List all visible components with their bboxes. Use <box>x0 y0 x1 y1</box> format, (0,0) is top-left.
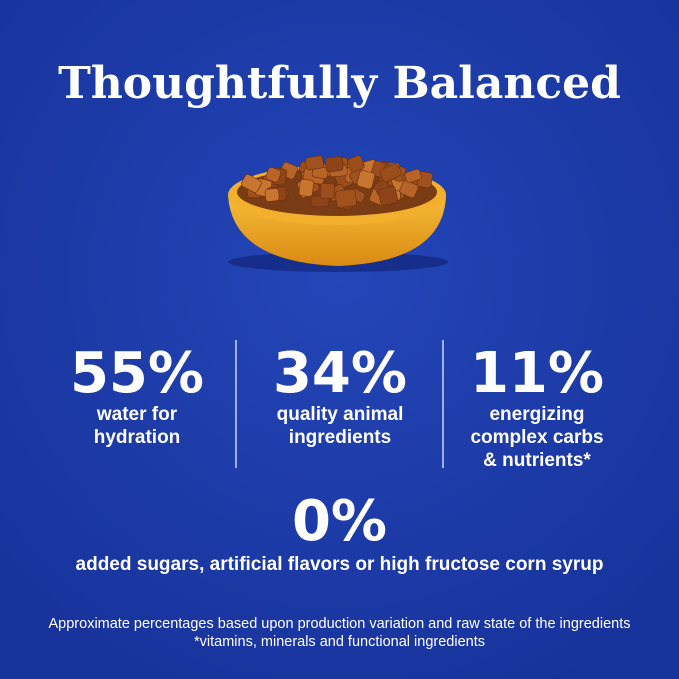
food-chunk <box>377 186 399 206</box>
highlight-text: added sugars, artificial flavors or high… <box>76 554 604 575</box>
food-chunk <box>304 155 324 171</box>
stat-label: hydration <box>94 427 181 448</box>
stat-label: water for <box>96 404 178 425</box>
food-chunk <box>325 156 344 173</box>
stat-label: quality animal <box>277 404 404 425</box>
stat-label: complex carbs <box>470 427 603 448</box>
food-chunk <box>404 169 422 183</box>
food-chunk <box>399 180 419 199</box>
food-bowl-image <box>228 155 448 272</box>
food-chunk <box>264 188 280 202</box>
stat-label: & nutrients* <box>483 450 591 471</box>
food-chunk <box>265 167 282 183</box>
stat-value: 55% <box>70 341 204 406</box>
food-chunk <box>379 163 402 183</box>
stat-label: ingredients <box>289 427 391 448</box>
footnote: Approximate percentages based upon produ… <box>49 616 631 632</box>
stat-value: 11% <box>470 341 604 406</box>
stat-value: 34% <box>273 341 407 406</box>
highlight-value: 0% <box>292 489 387 554</box>
food-chunk <box>298 178 314 197</box>
food-chunk <box>320 183 335 199</box>
food-chunk <box>335 188 357 208</box>
food-chunk <box>347 155 365 173</box>
title: Thoughtfully Balanced <box>58 58 621 109</box>
food-chunk <box>240 174 262 193</box>
footnote: *vitamins, minerals and functional ingre… <box>194 634 485 650</box>
food-chunk <box>356 169 376 190</box>
stat-label: energizing <box>489 404 584 425</box>
